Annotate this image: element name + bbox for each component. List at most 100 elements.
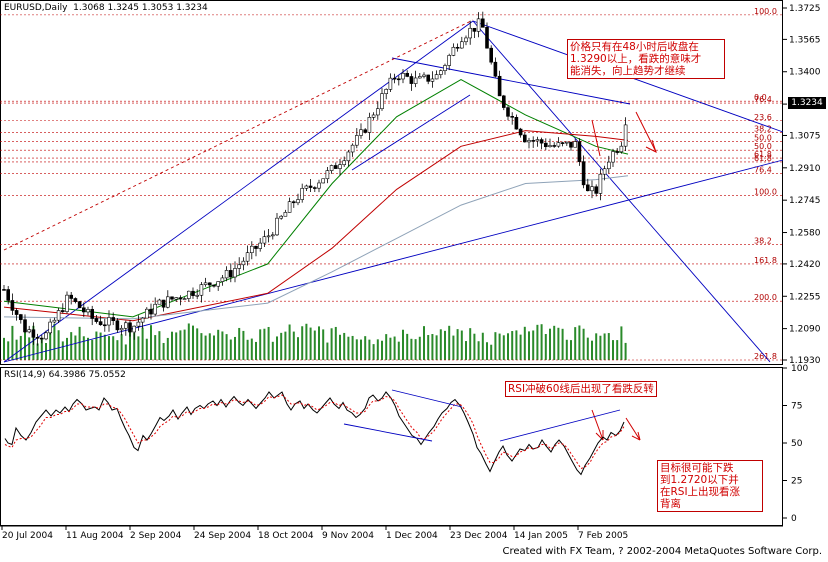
candle — [615, 148, 620, 155]
candle-body — [208, 282, 212, 286]
candle-body — [548, 145, 552, 148]
volume-bar — [200, 333, 203, 360]
candle — [556, 137, 561, 148]
candle — [623, 117, 628, 152]
volume-bar — [347, 336, 350, 360]
candle-body — [413, 77, 418, 84]
fib-level-label: 200.0 — [754, 293, 777, 302]
candle-body — [245, 252, 250, 262]
fib-level-label: 38.2 — [754, 236, 772, 245]
candle-body — [485, 27, 489, 49]
volume-bar — [91, 339, 94, 360]
candle-body — [195, 294, 199, 297]
candle — [585, 178, 590, 192]
candle — [94, 315, 99, 324]
volume-bar — [435, 335, 438, 360]
candle — [405, 70, 410, 78]
candle-body — [10, 300, 15, 311]
candle-body — [371, 114, 376, 118]
candle-body — [384, 89, 389, 94]
candle — [69, 292, 73, 305]
price-tick-label: 1.3075 — [789, 131, 821, 141]
volume-bar — [624, 342, 627, 360]
trend-line — [3, 159, 784, 363]
candle-body — [535, 139, 540, 142]
candle-body — [585, 184, 590, 192]
volume-bar — [11, 325, 14, 360]
candle — [296, 193, 300, 206]
candle-body — [401, 72, 405, 80]
candle — [145, 307, 149, 319]
rsi-header: RSI(14,9) 64.3986 75.0552 — [4, 370, 126, 380]
candle — [548, 138, 552, 148]
volume-bar — [498, 333, 501, 360]
candle — [250, 241, 254, 260]
candle — [430, 71, 435, 88]
volume-bar — [95, 331, 98, 360]
candle-body — [136, 321, 141, 327]
candle-body — [73, 298, 78, 302]
candle — [44, 330, 48, 341]
candle-body — [203, 282, 208, 285]
volume-bar — [326, 342, 329, 360]
candle — [510, 112, 515, 125]
candle — [128, 319, 132, 337]
candle — [413, 70, 418, 88]
candle — [346, 150, 351, 167]
candle — [535, 136, 540, 147]
candle-body — [359, 129, 363, 136]
candle-body — [438, 70, 443, 75]
candle — [485, 22, 489, 49]
volume-bar — [322, 329, 325, 360]
volume-bar — [330, 328, 333, 360]
candle — [317, 179, 321, 193]
candle-body — [472, 27, 477, 32]
candle — [136, 315, 141, 331]
volume-bar — [473, 333, 476, 360]
candle — [270, 231, 275, 240]
time-tick-label: 14 Jan 2005 — [514, 531, 568, 541]
time-tick-label: 18 Oct 2004 — [258, 531, 314, 541]
candle — [543, 138, 548, 151]
candle — [266, 228, 271, 243]
candle-body — [166, 296, 170, 308]
candle — [157, 298, 162, 305]
rsi-values: 64.3986 75.0552 — [48, 370, 126, 380]
forecast-arrow — [591, 119, 601, 157]
candle-body — [363, 129, 368, 133]
candle — [2, 285, 6, 291]
candle — [27, 325, 32, 334]
volume-bar — [591, 340, 593, 360]
fib-level-label: 76.4 — [754, 95, 772, 104]
fib-level-label: 61.8 — [754, 154, 772, 163]
candle — [65, 291, 69, 314]
volume-bar — [439, 329, 442, 360]
candle-body — [312, 187, 317, 189]
candle-body — [241, 260, 246, 266]
candle-body — [602, 168, 607, 175]
volume-bar — [171, 331, 173, 360]
candle-body — [560, 142, 565, 144]
candle — [203, 277, 208, 287]
volume-bar — [158, 331, 161, 360]
candle-body — [107, 317, 111, 326]
volume-bar — [381, 340, 383, 360]
candle-body — [119, 327, 124, 331]
candle-body — [434, 74, 439, 80]
candle — [581, 155, 586, 189]
candle-body — [417, 76, 422, 79]
candle-body — [220, 277, 225, 282]
candle-body — [212, 284, 216, 287]
candle-body — [94, 318, 99, 322]
volume-bar — [3, 337, 5, 360]
volume-bar — [15, 339, 18, 360]
candle — [258, 237, 263, 252]
candle — [241, 257, 246, 271]
candle — [564, 141, 569, 146]
candle-body — [506, 107, 510, 117]
price-tick-label: 1.3565 — [789, 35, 821, 45]
volume-bar — [502, 335, 505, 360]
price-pane — [0, 0, 783, 365]
candle — [409, 73, 414, 91]
candle — [598, 168, 603, 201]
